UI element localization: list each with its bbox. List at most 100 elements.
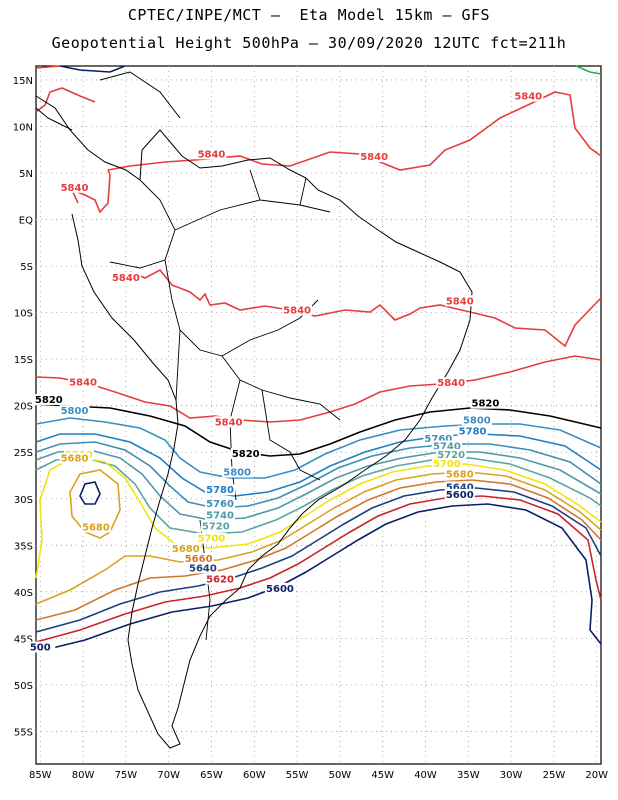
contour-label-5820: 5820 xyxy=(232,449,260,460)
contour-label-background xyxy=(205,573,236,585)
contour-label-background xyxy=(470,397,501,409)
contour-label-background xyxy=(59,405,90,417)
contour-label-5840: 5840 xyxy=(112,273,140,284)
contour-line-5680 xyxy=(35,469,602,605)
contour-label-background xyxy=(25,641,56,653)
contour-label-background xyxy=(196,532,227,544)
contour-label-background xyxy=(436,377,467,389)
lat-tick-label: 25S xyxy=(14,448,33,459)
lat-tick-label: 10S xyxy=(14,309,33,320)
contour-label-background xyxy=(444,481,475,493)
contour-label-background xyxy=(110,272,141,284)
contour-label-background xyxy=(513,90,544,102)
contour-label-background xyxy=(187,562,218,574)
lon-tick-label: 75W xyxy=(115,770,138,781)
contour-line-5600 xyxy=(35,481,602,653)
contour-label-5840: 5840 xyxy=(198,149,226,160)
contour-line-5640 xyxy=(35,487,602,633)
contour-line-5840 xyxy=(35,65,602,423)
contour-label-5680: 5680 xyxy=(61,454,89,465)
contour-label-5780: 5780 xyxy=(206,485,234,496)
contour-label-5640: 5640 xyxy=(446,482,474,493)
contour-label-5760: 5760 xyxy=(424,434,452,445)
contour-label-5820: 5820 xyxy=(35,395,63,406)
contour-label-5840: 5840 xyxy=(283,306,311,317)
lat-tick-label: 15N xyxy=(13,76,33,87)
lon-tick-label: 25W xyxy=(543,770,566,781)
lat-tick-label: 55S xyxy=(14,727,33,738)
contour-label-background xyxy=(80,521,111,533)
contour-label-background xyxy=(59,452,90,464)
contour-label-5600: 5600 xyxy=(446,490,474,501)
contour-label-5800: 5800 xyxy=(463,415,491,426)
lon-tick-label: 35W xyxy=(457,770,480,781)
lat-tick-label: 15S xyxy=(14,355,33,366)
contour-line-5760 xyxy=(35,441,602,509)
contour-line-5740 xyxy=(35,449,602,521)
lat-tick-label: 40S xyxy=(14,588,33,599)
contour-label-background xyxy=(264,582,295,594)
contour-label-5700: 5700 xyxy=(198,534,226,545)
lon-tick-label: 80W xyxy=(72,770,95,781)
contour-label-5780: 5780 xyxy=(459,427,487,438)
contour-label-background xyxy=(205,509,236,521)
contour-line-5660 xyxy=(35,479,602,621)
lon-tick-label: 30W xyxy=(500,770,523,781)
contour-label-background xyxy=(222,466,253,478)
contour-label-background xyxy=(213,416,244,428)
lat-tick-label: 10N xyxy=(13,122,33,133)
contour-label-5800: 5800 xyxy=(61,406,89,417)
contour-label-background xyxy=(431,458,462,470)
contour-label-background xyxy=(359,151,390,163)
contour-label-background xyxy=(461,414,492,426)
contour-label-5500: 500 xyxy=(30,643,51,654)
contour-label-5840: 5840 xyxy=(61,183,89,194)
lon-tick-label: 20W xyxy=(585,770,608,781)
contour-label-5740: 5740 xyxy=(433,442,461,453)
contour-label-background xyxy=(59,181,90,193)
contour-label-background xyxy=(444,295,475,307)
lat-tick-label: 5S xyxy=(20,262,33,273)
contour-label-background xyxy=(423,433,454,445)
country-borders xyxy=(109,169,341,641)
south-america-coast xyxy=(35,95,473,749)
contour-label-5640: 5640 xyxy=(189,563,217,574)
contour-label-background xyxy=(431,440,462,452)
contour-label-background xyxy=(444,468,475,480)
contour-label-background xyxy=(196,148,227,160)
contour-label-5620: 5620 xyxy=(206,575,234,586)
lon-tick-label: 50W xyxy=(329,770,352,781)
contour-label-background xyxy=(200,520,231,532)
contour-line-5620 xyxy=(35,495,602,643)
contour-label-5720: 5720 xyxy=(437,450,465,461)
contour-line-5720 xyxy=(35,457,602,535)
contour-label-background xyxy=(205,498,236,510)
contour-label-background xyxy=(436,448,467,460)
contour-label-background xyxy=(205,484,236,496)
coastline xyxy=(35,71,473,749)
central-america-coast xyxy=(35,71,181,131)
axis-tick-labels: 15N 10N 5N EQ 5S 10S 15S 20S 25S 30S 35S 40S 45S 50S 5… xyxy=(13,76,608,781)
contour-label-5800: 5800 xyxy=(223,468,251,479)
chart-title-line-1: CPTEC/INPE/MCT – Eta Model 15km – GFS xyxy=(127,6,491,24)
contour-label-5840: 5840 xyxy=(437,378,465,389)
contour-label-background xyxy=(68,376,99,388)
chart-title-line-2: Geopotential Height 500hPa – 30/09/2020 … xyxy=(51,34,567,52)
contour-label-5840: 5840 xyxy=(215,417,243,428)
contour-label-5680: 5680 xyxy=(172,544,200,555)
contour-label-background xyxy=(444,488,475,500)
contour-value-labels: 5840 5840 5840 5840 5840 5840 5840 5840 5840 5840… xyxy=(25,90,544,654)
contour-label-5600: 5600 xyxy=(266,584,294,595)
lon-tick-label: 40W xyxy=(414,770,437,781)
lat-tick-label: 30S xyxy=(14,495,33,506)
lon-tick-label: 65W xyxy=(200,770,223,781)
contour-label-background xyxy=(230,447,261,459)
lat-tick-label: 35S xyxy=(14,541,33,552)
contour-label-5740: 5740 xyxy=(206,510,234,521)
lon-tick-label: 70W xyxy=(157,770,180,781)
contour-label-5720: 5720 xyxy=(202,522,230,533)
contour-label-5700: 5700 xyxy=(433,459,461,470)
contour-label-background xyxy=(33,393,64,405)
contour-label-5840: 5840 xyxy=(514,92,542,103)
